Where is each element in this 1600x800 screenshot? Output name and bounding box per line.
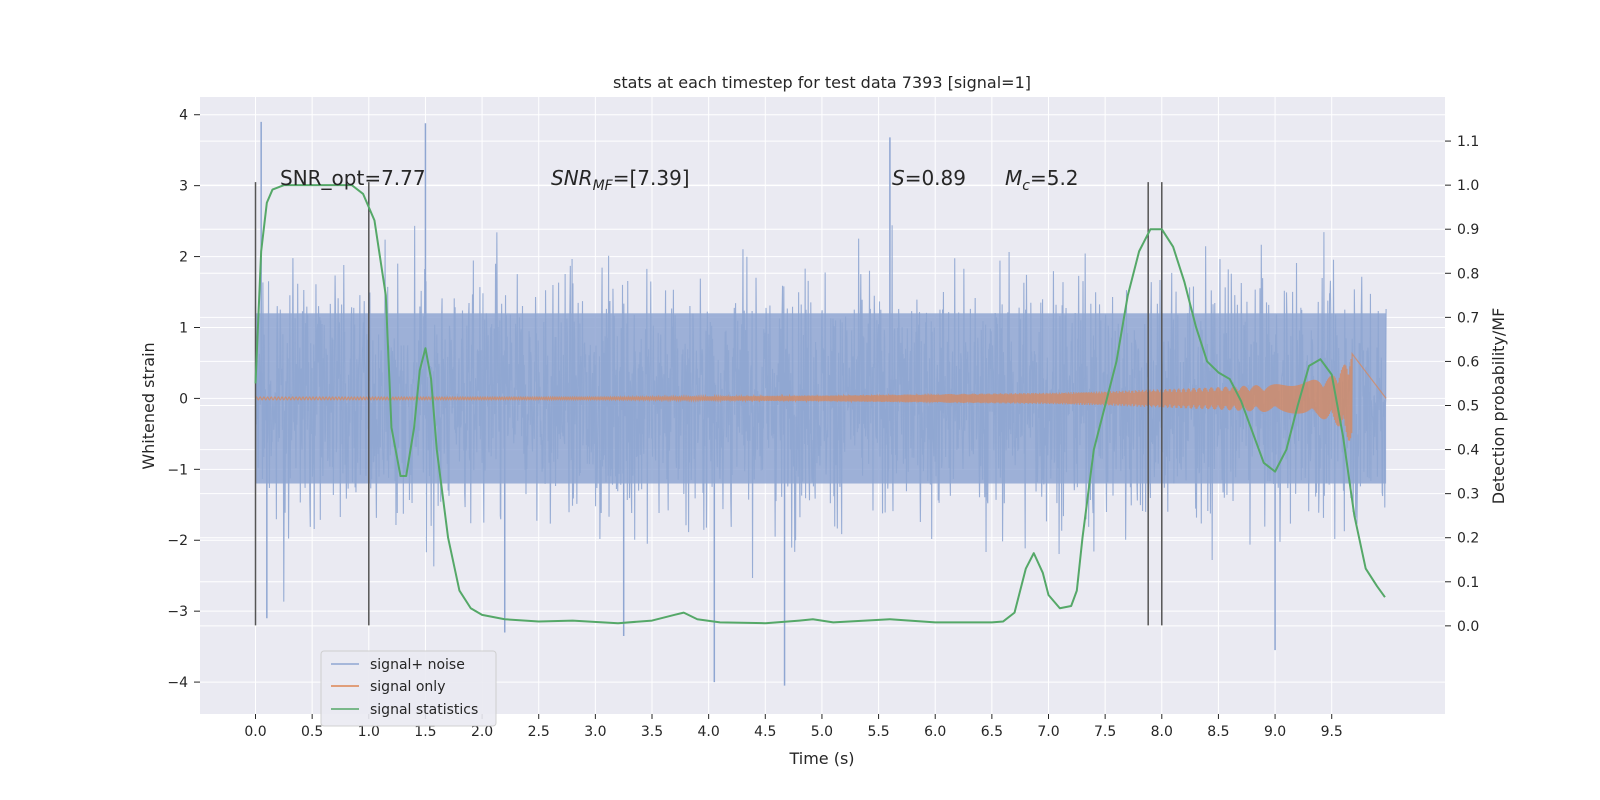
y2-tick-label: 0.4 xyxy=(1457,443,1479,459)
line-signal-statistics xyxy=(254,184,1386,625)
annotation-mc: Mc=5.2 xyxy=(1005,166,1079,194)
y2-tick-label: 1.1 xyxy=(1457,134,1479,150)
legend-label-signal-only: signal only xyxy=(370,679,445,695)
y2-tick-label: 0.2 xyxy=(1457,531,1479,547)
chart-title: stats at each timestep for test data 739… xyxy=(613,73,1031,92)
y-tick-label: 4 xyxy=(179,108,188,124)
x-tick-label: 5.0 xyxy=(811,724,833,740)
y2-tick-label: 0.0 xyxy=(1457,619,1479,635)
y2-tick-label: 0.6 xyxy=(1457,354,1479,370)
y2-tick-label: 0.7 xyxy=(1457,310,1479,326)
x-tick-label: 2.0 xyxy=(471,724,493,740)
annotation-s: S=0.89 xyxy=(892,166,966,190)
y2-tick-label: 1.0 xyxy=(1457,178,1479,194)
series-signal-statistics xyxy=(254,184,1386,625)
axes: 0.0 0.5 1.0 1.5 2.0 2.5 3.0 3.5 4.0 4.5 5.0 5.5 6.0 6… xyxy=(167,108,1479,740)
x-tick-label: 7.5 xyxy=(1094,724,1116,740)
x-tick-label: 3.5 xyxy=(641,724,663,740)
series-signal-only xyxy=(254,352,1387,441)
annotation-snr-opt: SNR_opt=7.77 xyxy=(280,166,426,190)
x-tick-label: 7.0 xyxy=(1037,724,1059,740)
x-tick-label: 3.0 xyxy=(584,724,606,740)
annotation-snr-mf: SNRMF=[7.39] xyxy=(551,166,690,194)
x-tick-label: 9.5 xyxy=(1321,724,1343,740)
x-tick-label: 2.5 xyxy=(528,724,550,740)
legend-label-signal-statistics: signal statistics xyxy=(370,702,478,718)
y2-tick-label: 0.9 xyxy=(1457,222,1479,238)
line-signal-only xyxy=(254,352,1387,441)
x-tick-label: 6.5 xyxy=(981,724,1003,740)
x-tick-label: 1.5 xyxy=(414,724,436,740)
x-tick-label: 1.0 xyxy=(358,724,380,740)
x-tick-label: 4.5 xyxy=(754,724,776,740)
x-tick-label: 8.5 xyxy=(1207,724,1229,740)
x-tick-label: 5.5 xyxy=(867,724,889,740)
y-tick-label: −4 xyxy=(167,675,188,691)
legend: signal+ noise signal only signal statist… xyxy=(320,650,497,727)
y2-axis-label: Detection probability/MF xyxy=(1489,308,1508,505)
y-tick-label: 3 xyxy=(179,179,188,195)
y-tick-label: 1 xyxy=(179,320,188,336)
legend-label-signal-plus-noise: signal+ noise xyxy=(370,657,465,673)
x-tick-label: 8.0 xyxy=(1151,724,1173,740)
x-tick-label: 0.0 xyxy=(244,724,266,740)
y2-tick-label: 0.8 xyxy=(1457,266,1479,282)
y-tick-label: 0 xyxy=(179,391,188,407)
x-axis-label: Time (s) xyxy=(788,749,854,768)
y2-tick-label: 0.5 xyxy=(1457,399,1479,415)
annotations: SNR_opt=7.77 SNRMF=[7.39] S=0.89 Mc=5.2 xyxy=(280,166,1079,194)
x-tick-label: 6.0 xyxy=(924,724,946,740)
x-tick-label: 4.0 xyxy=(698,724,720,740)
legend-box xyxy=(320,650,497,727)
x-tick-label: 9.0 xyxy=(1264,724,1286,740)
y-tick-label: −1 xyxy=(167,462,188,478)
y-tick-label: −3 xyxy=(167,604,188,620)
x-tick-label: 0.5 xyxy=(301,724,323,740)
y-axis-label: Whitened strain xyxy=(139,342,158,469)
vertical-markers xyxy=(254,182,1163,626)
y2-tick-label: 0.3 xyxy=(1457,487,1479,503)
y-tick-label: −2 xyxy=(167,533,188,549)
y2-tick-label: 0.1 xyxy=(1457,575,1479,591)
y-tick-label: 2 xyxy=(179,250,188,266)
